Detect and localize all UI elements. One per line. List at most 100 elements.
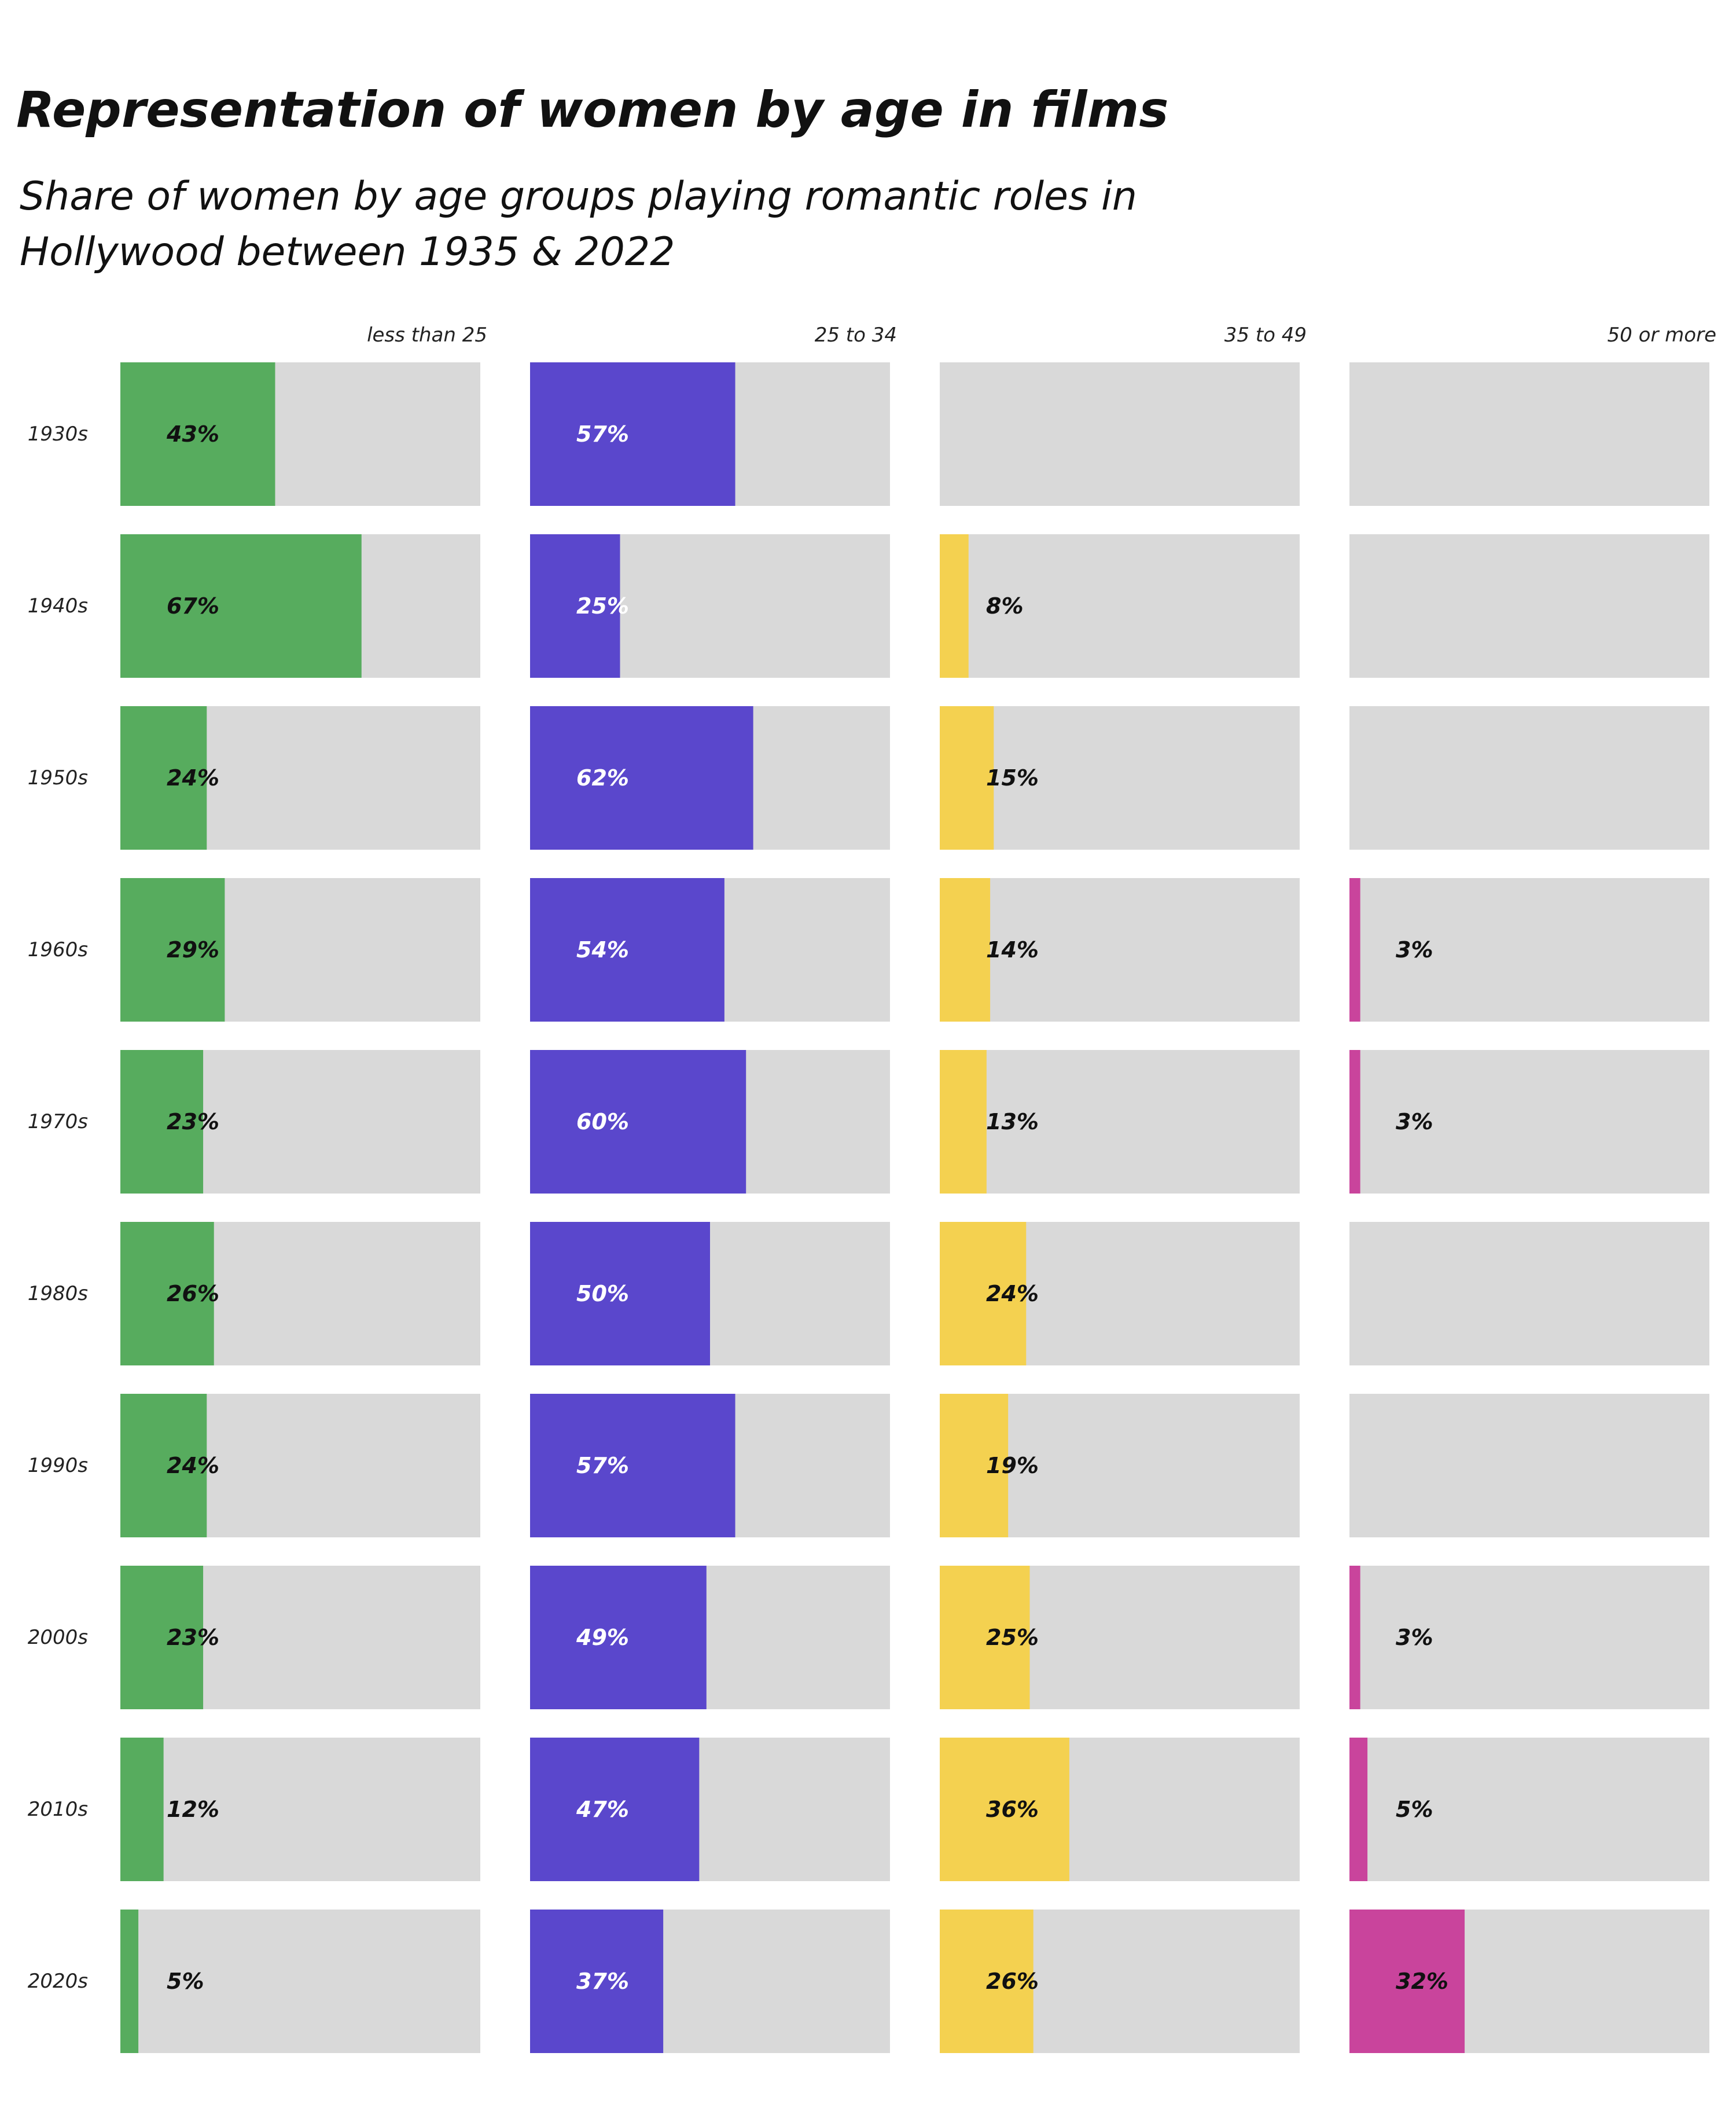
value-label-35-to-49-1990s: 19% (986, 1453, 1039, 1478)
bar-background (1349, 1222, 1709, 1365)
bar-25-to-34-1970s (530, 1050, 746, 1194)
bar-35-to-49-1960s (940, 878, 991, 1022)
bar-less-than-25-1950s (120, 706, 207, 850)
bar-background (940, 1050, 1300, 1194)
value-label-less-than-25-2010s: 12% (167, 1797, 219, 1822)
value-label-25-to-34-1930s: 57% (576, 421, 629, 447)
value-label-25-to-34-2020s: 37% (576, 1969, 629, 1994)
value-label-less-than-25-2000s: 23% (167, 1625, 219, 1650)
bar-25-to-34-2010s (530, 1738, 700, 1881)
value-label-25-to-34-2000s: 49% (576, 1625, 629, 1650)
value-label-50-or-more-2000s: 3% (1396, 1625, 1433, 1650)
value-label-less-than-25-1940s: 67% (167, 593, 219, 619)
bar-35-to-49-2000s (940, 1566, 1030, 1709)
value-label-25-to-34-1970s: 60% (576, 1109, 629, 1134)
bar-background (1349, 1738, 1709, 1881)
value-label-25-to-34-1990s: 57% (576, 1453, 629, 1478)
value-label-35-to-49-1950s: 15% (986, 765, 1039, 791)
chart-title: Representation of women by age in films (16, 81, 1169, 139)
row-label-2020s: 2020s (28, 1970, 88, 1993)
bar-less-than-25-1970s (120, 1050, 204, 1194)
bar-background (120, 1910, 480, 2053)
bar-background (1349, 534, 1709, 678)
bar-background (940, 706, 1300, 850)
bar-25-to-34-1950s (530, 706, 753, 850)
bar-25-to-34-2000s (530, 1566, 707, 1709)
row-label-1990s: 1990s (28, 1454, 88, 1477)
value-label-50-or-more-2020s: 32% (1396, 1969, 1448, 1994)
bar-less-than-25-2020s (120, 1910, 139, 2053)
value-label-35-to-49-1980s: 24% (986, 1281, 1039, 1306)
value-label-35-to-49-2010s: 36% (986, 1797, 1039, 1822)
bar-less-than-25-2000s (120, 1566, 204, 1709)
value-label-25-to-34-1950s: 62% (576, 765, 629, 791)
value-label-25-to-34-1980s: 50% (576, 1281, 629, 1306)
column-header-50-or-more: 50 or more (1608, 324, 1716, 347)
value-label-less-than-25-2020s: 5% (167, 1969, 204, 1994)
row-label-2010s: 2010s (28, 1798, 88, 1821)
bar-35-to-49-1980s (940, 1222, 1027, 1365)
value-label-35-to-49-1960s: 14% (986, 937, 1039, 963)
row-label-1980s: 1980s (28, 1282, 88, 1305)
bar-less-than-25-1940s (120, 534, 362, 678)
value-label-50-or-more-2010s: 5% (1396, 1797, 1433, 1822)
chart-subtitle: Share of women by age groups playing rom… (20, 174, 1138, 275)
value-label-35-to-49-2000s: 25% (986, 1625, 1039, 1650)
bar-less-than-25-1930s (120, 362, 275, 506)
bar-50-or-more-2000s (1349, 1566, 1360, 1709)
value-label-25-to-34-1940s: 25% (576, 593, 629, 619)
bar-background (1349, 706, 1709, 850)
bar-35-to-49-1940s (940, 534, 969, 678)
bar-less-than-25-1980s (120, 1222, 214, 1365)
bar-less-than-25-1990s (120, 1394, 207, 1537)
bar-25-to-34-1980s (530, 1222, 710, 1365)
bar-background (940, 534, 1300, 678)
bar-35-to-49-1990s (940, 1394, 1009, 1537)
bar-50-or-more-1970s (1349, 1050, 1360, 1194)
bar-less-than-25-2010s (120, 1738, 164, 1881)
bar-25-to-34-2020s (530, 1910, 664, 2053)
bar-background (120, 1738, 480, 1881)
bar-25-to-34-1930s (530, 362, 735, 506)
bar-35-to-49-2020s (940, 1910, 1033, 2053)
bar-less-than-25-1960s (120, 878, 225, 1022)
bar-25-to-34-1960s (530, 878, 724, 1022)
row-label-1960s: 1960s (28, 938, 88, 961)
bar-50-or-more-2010s (1349, 1738, 1368, 1881)
row-label-2000s: 2000s (28, 1626, 88, 1649)
value-label-35-to-49-2020s: 26% (986, 1969, 1039, 1994)
value-label-25-to-34-2010s: 47% (576, 1797, 629, 1822)
bar-25-to-34-1990s (530, 1394, 735, 1537)
bar-background (1349, 878, 1709, 1022)
bar-background (1349, 1566, 1709, 1709)
bar-50-or-more-2020s (1349, 1910, 1465, 2053)
row-label-1970s: 1970s (28, 1110, 88, 1133)
bar-35-to-49-1970s (940, 1050, 987, 1194)
bar-background (1349, 1394, 1709, 1537)
bar-35-to-49-1950s (940, 706, 994, 850)
row-label-1930s: 1930s (28, 423, 88, 446)
row-label-1940s: 1940s (28, 594, 88, 618)
bar-50-or-more-1960s (1349, 878, 1360, 1022)
value-label-50-or-more-1960s: 3% (1396, 937, 1433, 963)
bar-background (1349, 1050, 1709, 1194)
value-label-less-than-25-1990s: 24% (167, 1453, 219, 1478)
bar-25-to-34-1940s (530, 534, 620, 678)
value-label-35-to-49-1940s: 8% (986, 593, 1024, 619)
column-header-35-to-49: 35 to 49 (1224, 324, 1307, 347)
value-label-35-to-49-1970s: 13% (986, 1109, 1039, 1134)
bar-background (940, 362, 1300, 506)
value-label-less-than-25-1930s: 43% (166, 421, 219, 447)
value-label-less-than-25-1970s: 23% (167, 1109, 219, 1134)
bar-background (940, 878, 1300, 1022)
value-label-less-than-25-1960s: 29% (167, 937, 219, 963)
bar-35-to-49-2010s (940, 1738, 1069, 1881)
value-label-less-than-25-1950s: 24% (167, 765, 219, 791)
row-label-1950s: 1950s (28, 766, 88, 790)
value-label-less-than-25-1980s: 26% (167, 1281, 219, 1306)
value-label-25-to-34-1960s: 54% (576, 937, 629, 963)
column-header-25-to-34: 25 to 34 (815, 324, 897, 347)
value-label-50-or-more-1970s: 3% (1396, 1109, 1433, 1134)
column-header-less-than-25: less than 25 (367, 324, 487, 347)
